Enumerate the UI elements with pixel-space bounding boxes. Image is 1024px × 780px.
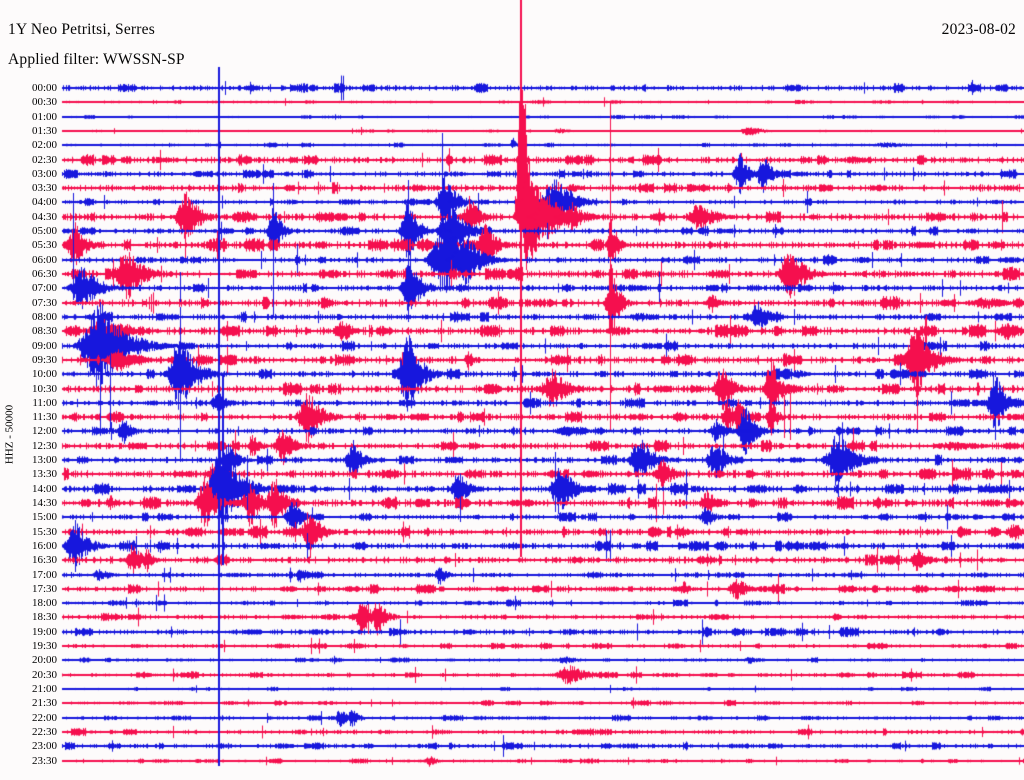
time-label-08-00: 08:00 xyxy=(31,311,57,323)
time-label-21-30: 21:30 xyxy=(31,697,57,709)
time-label-02-30: 02:30 xyxy=(31,154,57,166)
time-label-06-00: 06:00 xyxy=(31,254,57,266)
time-label-16-00: 16:00 xyxy=(31,540,57,552)
time-label-11-00: 11:00 xyxy=(32,397,57,409)
time-label-01-00: 01:00 xyxy=(31,111,57,123)
time-label-10-00: 10:00 xyxy=(31,368,57,380)
time-label-09-00: 09:00 xyxy=(31,340,57,352)
time-axis: 00:00 00:30 01:00 01:30 02:00 02:30 03:00 03:30… xyxy=(0,0,60,780)
time-label-04-00: 04:00 xyxy=(31,196,57,208)
time-label-14-30: 14:30 xyxy=(31,497,57,509)
time-label-00-00: 00:00 xyxy=(31,82,57,94)
time-label-15-00: 15:00 xyxy=(31,511,57,523)
time-label-04-30: 04:30 xyxy=(31,211,57,223)
time-label-00-30: 00:30 xyxy=(31,96,57,108)
time-label-18-30: 18:30 xyxy=(31,611,57,623)
time-label-02-00: 02:00 xyxy=(31,139,57,151)
time-label-07-30: 07:30 xyxy=(31,297,57,309)
time-label-13-30: 13:30 xyxy=(31,468,57,480)
time-label-20-30: 20:30 xyxy=(31,669,57,681)
time-label-20-00: 20:00 xyxy=(31,654,57,666)
time-label-09-30: 09:30 xyxy=(31,354,57,366)
time-label-05-00: 05:00 xyxy=(31,225,57,237)
time-label-23-00: 23:00 xyxy=(31,740,57,752)
time-label-12-00: 12:00 xyxy=(31,425,57,437)
time-label-19-00: 19:00 xyxy=(31,626,57,638)
time-label-22-30: 22:30 xyxy=(31,726,57,738)
time-label-01-30: 01:30 xyxy=(31,125,57,137)
time-label-03-00: 03:00 xyxy=(31,168,57,180)
applied-filter-label: Applied filter: WWSSN-SP xyxy=(8,51,185,68)
date-label: 2023-08-02 xyxy=(941,21,1016,38)
station-title: 1Y Neo Petritsi, Serres xyxy=(8,21,155,38)
time-label-08-30: 08:30 xyxy=(31,325,57,337)
time-label-23-30: 23:30 xyxy=(31,755,57,767)
time-label-05-30: 05:30 xyxy=(31,239,57,251)
time-label-22-00: 22:00 xyxy=(31,712,57,724)
time-label-14-00: 14:00 xyxy=(31,483,57,495)
time-label-12-30: 12:30 xyxy=(31,440,57,452)
time-label-16-30: 16:30 xyxy=(31,554,57,566)
time-label-13-00: 13:00 xyxy=(31,454,57,466)
time-label-03-30: 03:30 xyxy=(31,182,57,194)
time-label-17-30: 17:30 xyxy=(31,583,57,595)
time-label-10-30: 10:30 xyxy=(31,383,57,395)
time-label-06-30: 06:30 xyxy=(31,268,57,280)
time-label-17-00: 17:00 xyxy=(31,569,57,581)
time-label-18-00: 18:00 xyxy=(31,597,57,609)
time-label-21-00: 21:00 xyxy=(31,683,57,695)
time-label-07-00: 07:00 xyxy=(31,282,57,294)
time-label-19-30: 19:30 xyxy=(31,640,57,652)
time-label-11-30: 11:30 xyxy=(32,411,57,423)
time-label-15-30: 15:30 xyxy=(31,526,57,538)
